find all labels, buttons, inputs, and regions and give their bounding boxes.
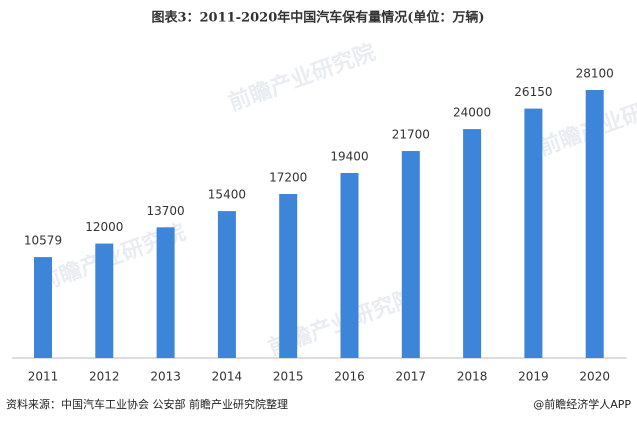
x-tick-label: 2012 xyxy=(89,370,120,384)
bar xyxy=(217,211,236,358)
data-label: 19400 xyxy=(330,149,368,163)
chart-title: 图表3：2011-2020年中国汽车保有量情况(单位：万辆) xyxy=(151,10,484,26)
x-tick-label: 2011 xyxy=(28,370,59,384)
data-label: 28100 xyxy=(576,67,614,81)
data-label: 13700 xyxy=(147,204,185,218)
data-label: 24000 xyxy=(453,106,491,120)
bar xyxy=(585,90,604,358)
bar xyxy=(279,193,298,358)
x-tick-label: 2017 xyxy=(396,370,427,384)
x-tick-label: 2019 xyxy=(518,370,549,384)
data-label: 26150 xyxy=(514,85,552,99)
bar xyxy=(95,243,114,358)
bar xyxy=(401,151,420,358)
x-tick-label: 2013 xyxy=(150,370,181,384)
data-label: 17200 xyxy=(269,170,307,184)
bar xyxy=(34,257,52,358)
bar xyxy=(463,129,482,358)
source: 资料来源：中国汽车工业协会 公安部 前瞻产业研究院整理 xyxy=(6,397,288,411)
bar xyxy=(340,172,359,358)
data-label: 21700 xyxy=(392,128,430,142)
data-label: 10579 xyxy=(24,234,62,248)
x-tick-label: 2018 xyxy=(457,370,488,384)
data-label: 12000 xyxy=(85,220,123,234)
x-tick-label: 2020 xyxy=(579,370,610,384)
x-tick-label: 2016 xyxy=(334,370,365,384)
data-label: 15400 xyxy=(208,188,246,202)
bar xyxy=(156,227,175,358)
bar xyxy=(524,108,543,358)
x-tick-label: 2014 xyxy=(212,370,243,384)
x-tick-label: 2015 xyxy=(273,370,304,384)
credit: @前瞻经济学人APP xyxy=(533,397,631,411)
watermark: 前瞻产业研究院 xyxy=(225,39,379,116)
